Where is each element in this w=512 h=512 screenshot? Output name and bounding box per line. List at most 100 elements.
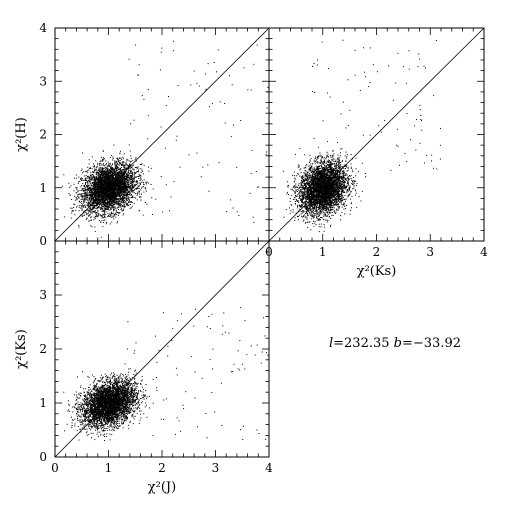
data-point [130,155,132,157]
data-point [86,175,88,177]
data-point [119,191,121,193]
data-point [325,206,327,208]
data-point [128,166,130,168]
data-point [83,201,85,203]
data-point [92,188,94,190]
data-point [338,204,340,206]
data-point [75,174,77,176]
data-point [78,226,80,228]
data-point [110,177,112,179]
data-point [205,88,207,90]
data-point [257,186,259,188]
data-point [255,171,257,172]
data-point [102,182,104,184]
data-point [129,194,131,196]
data-point [114,214,116,216]
data-point [79,200,81,202]
data-point [333,200,335,202]
data-point [128,204,130,206]
data-point [114,163,116,165]
data-point [100,188,101,190]
data-point [92,205,94,206]
data-point [130,180,132,182]
data-point [123,164,124,166]
data-point [124,206,126,208]
data-point [102,185,104,187]
data-point [112,177,114,179]
data-point [302,192,304,194]
data-point [101,210,103,212]
data-point [115,188,117,190]
data-point [86,190,88,192]
data-point [80,177,82,179]
data-point [83,186,85,188]
data-point [105,172,107,174]
data-point [64,216,66,218]
data-point [316,179,318,181]
data-point [100,214,101,216]
data-point [144,187,146,189]
data-point [100,177,102,179]
data-point [98,187,100,189]
data-point [103,197,105,199]
data-point [127,179,129,181]
data-point [107,172,109,174]
data-point [121,185,123,187]
data-point [71,210,73,212]
data-point [88,198,90,200]
data-point [92,206,94,208]
data-point [80,194,82,196]
data-point [89,210,91,212]
data-point [82,196,84,198]
data-point [95,196,97,198]
data-point [81,195,83,197]
data-point [107,182,109,184]
data-point [94,199,96,201]
data-point [112,167,114,169]
data-point [87,180,89,182]
data-point [69,187,71,189]
data-point [117,212,119,214]
data-point [77,182,79,184]
data-point [124,183,126,185]
data-point [103,185,105,187]
data-point [120,188,121,190]
data-point [95,178,97,180]
data-point [136,170,138,172]
data-point [118,180,120,182]
data-point [120,172,122,174]
data-point [139,193,141,195]
data-point [118,157,120,159]
data-point [78,193,80,195]
data-point [100,207,102,209]
data-point [123,197,125,199]
data-point [113,178,115,180]
data-point [132,190,134,191]
data-point [113,180,115,182]
data-point [137,171,139,173]
data-point [179,166,181,168]
data-point [92,182,94,183]
data-point [100,197,102,199]
data-point [86,214,88,216]
data-point [81,168,83,170]
data-point [134,158,136,160]
data-point [126,205,128,207]
data-point [104,186,106,188]
data-point [126,184,128,186]
data-point [85,199,87,201]
data-point [106,187,108,189]
data-point [97,181,99,183]
data-point [109,188,111,190]
data-point [101,188,103,190]
data-point [112,193,114,195]
data-point [124,180,126,182]
data-point [125,175,127,177]
data-point [87,213,89,215]
data-point [94,212,96,214]
data-point [123,206,125,208]
data-point [126,187,128,189]
data-point [98,190,100,192]
data-point [113,199,115,201]
data-point [96,173,97,175]
